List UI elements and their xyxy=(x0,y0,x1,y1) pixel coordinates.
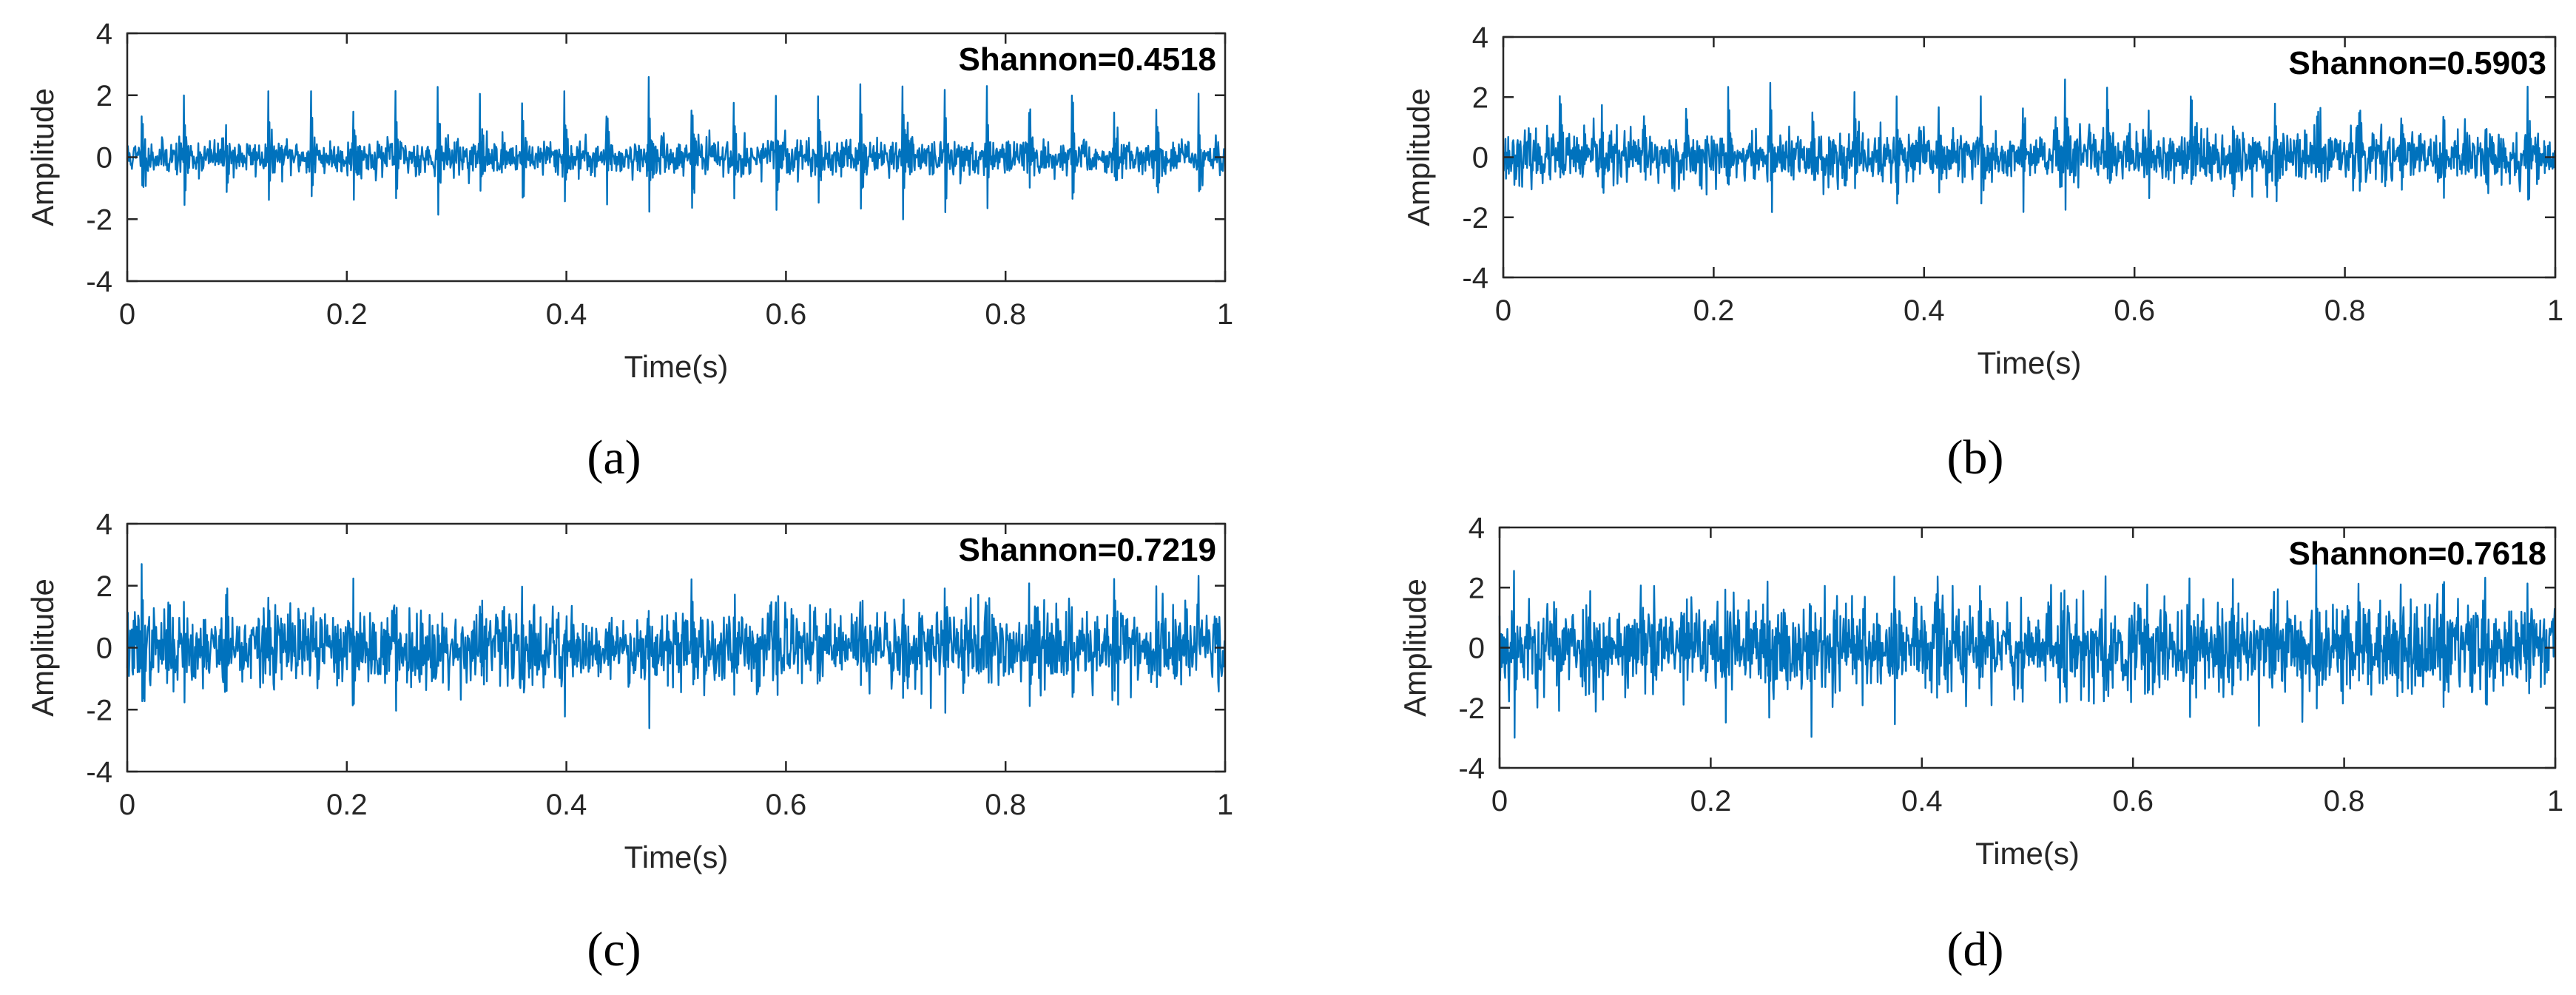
y-tick-label: 4 xyxy=(96,508,112,541)
x-tick-label: 0.8 xyxy=(2324,785,2365,817)
y-axis-label: Amplitude xyxy=(1397,579,1432,717)
x-tick-label: 0.4 xyxy=(546,298,587,331)
x-tick-label: 0 xyxy=(1495,294,1511,327)
y-tick-label: 2 xyxy=(1472,81,1488,114)
y-tick-label: 4 xyxy=(96,18,112,50)
x-tick-label: 1 xyxy=(1217,298,1233,331)
x-tick-label: 1 xyxy=(2547,785,2563,817)
x-tick-label: 0.2 xyxy=(326,789,368,821)
x-tick-label: 0.4 xyxy=(546,789,587,821)
x-axis-label: Time(s) xyxy=(624,349,729,384)
y-tick-label: -4 xyxy=(86,266,112,298)
signal-line xyxy=(1503,78,2557,213)
x-tick-label: 0.6 xyxy=(766,298,807,331)
x-tick-label: 0.6 xyxy=(2114,294,2155,327)
x-tick-label: 0 xyxy=(119,298,135,331)
panel-label: (a) xyxy=(587,431,641,485)
shannon-annotation: Shannon=0.7219 xyxy=(959,532,1216,568)
x-tick-label: 0.6 xyxy=(2112,785,2154,817)
y-axis-label: Amplitude xyxy=(1401,88,1436,226)
y-tick-label: -4 xyxy=(1462,262,1488,294)
subplot-b: 0 0.2 0.4 0.6 0.8 1 4 2 0 -2 -4 Time(s) Amplitude Sha… xyxy=(1401,21,2563,485)
y-tick-label: 0 xyxy=(1472,142,1488,175)
y-tick-label: -2 xyxy=(1458,692,1485,725)
x-tick-label: 0.4 xyxy=(1904,294,1945,327)
x-tick-label: 0.2 xyxy=(326,298,368,331)
x-axis-label: Time(s) xyxy=(1975,836,2080,871)
x-tick-label: 0.8 xyxy=(985,789,1026,821)
panel-label: (d) xyxy=(1947,923,2004,977)
x-tick-label: 0 xyxy=(119,789,135,821)
y-tick-label: -2 xyxy=(86,694,112,726)
y-tick-label: -2 xyxy=(86,203,112,236)
shannon-annotation: Shannon=0.4518 xyxy=(959,41,1216,78)
x-tick-label: 0.2 xyxy=(1690,785,1732,817)
y-tick-label: 0 xyxy=(1469,633,1485,665)
x-tick-label: 1 xyxy=(2547,294,2563,327)
y-tick-label: 4 xyxy=(1472,21,1488,54)
signal-line xyxy=(1498,559,2557,739)
y-tick-label: -4 xyxy=(1458,752,1485,785)
x-tick-label: 1 xyxy=(1217,789,1233,821)
y-tick-label: 2 xyxy=(96,570,112,603)
panel-label: (b) xyxy=(1947,431,2004,485)
x-tick-label: 0.4 xyxy=(1901,785,1943,817)
subplot-c: 0 0.2 0.4 0.6 0.8 1 4 2 0 -2 -4 Time(s) Amplitude Sha… xyxy=(25,508,1233,977)
subplot-d: 0 0.2 0.4 0.6 0.8 1 4 2 0 -2 -4 Time(s) Amplitude Sha… xyxy=(1397,512,2563,977)
y-tick-label: 2 xyxy=(1469,572,1485,604)
y-tick-label: -2 xyxy=(1462,202,1488,235)
y-tick-label: 0 xyxy=(96,142,112,175)
y-tick-label: 4 xyxy=(1469,512,1485,544)
y-tick-label: 0 xyxy=(96,633,112,665)
shannon-annotation: Shannon=0.5903 xyxy=(2289,45,2546,81)
x-tick-label: 0 xyxy=(1491,785,1508,817)
y-axis-label: Amplitude xyxy=(25,579,60,717)
panel-label: (c) xyxy=(587,923,641,977)
y-axis-label: Amplitude xyxy=(25,88,60,226)
shannon-annotation: Shannon=0.7618 xyxy=(2289,536,2546,572)
signal-line xyxy=(126,75,1227,220)
subplot-a: 0 0.2 0.4 0.6 0.8 1 4 2 0 -2 -4 Time(s) Amplitude Sha… xyxy=(25,18,1233,485)
y-tick-label: -4 xyxy=(86,756,112,789)
x-tick-label: 0.6 xyxy=(766,789,807,821)
x-axis-label: Time(s) xyxy=(624,840,729,874)
x-tick-label: 0.8 xyxy=(2324,294,2366,327)
x-tick-label: 0.8 xyxy=(985,298,1026,331)
x-axis-label: Time(s) xyxy=(1977,345,2082,380)
signal-line xyxy=(126,563,1227,729)
y-tick-label: 2 xyxy=(96,80,112,112)
x-tick-label: 0.2 xyxy=(1693,294,1735,327)
